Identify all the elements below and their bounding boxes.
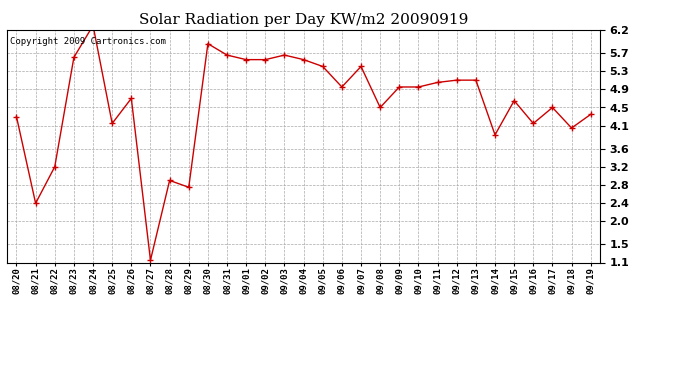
Text: Copyright 2009 Cartronics.com: Copyright 2009 Cartronics.com [10,37,166,46]
Title: Solar Radiation per Day KW/m2 20090919: Solar Radiation per Day KW/m2 20090919 [139,13,469,27]
